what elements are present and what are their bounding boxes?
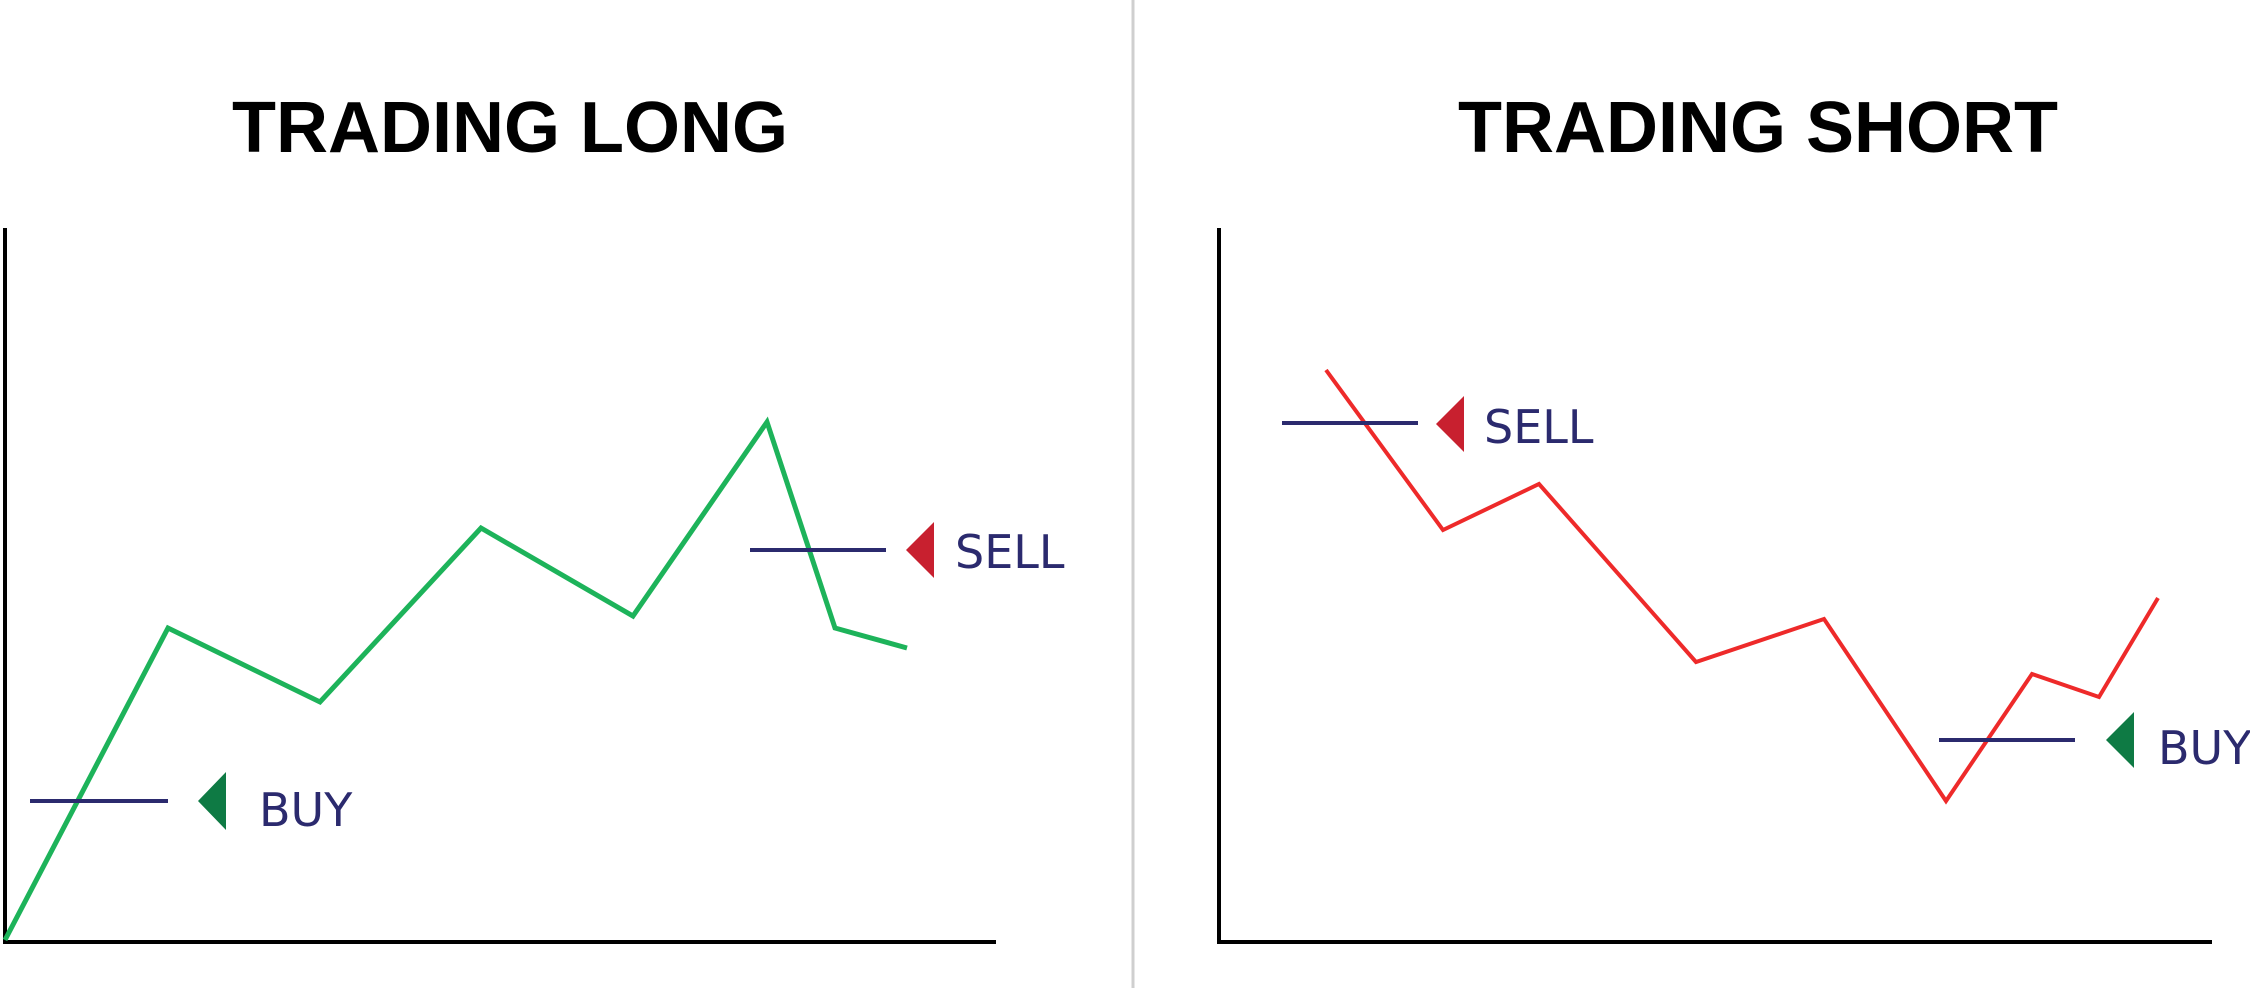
buy-triangle-icon	[198, 772, 226, 830]
sell-label: SELL	[1484, 400, 1594, 454]
panel-trading-short: TRADING SHORT SELL BUY	[1217, 88, 2250, 944]
price-line-long	[2, 416, 908, 942]
sell-label: SELL	[955, 525, 1065, 579]
buy-triangle-icon	[2106, 712, 2134, 768]
panel-trading-long: TRADING LONG BUY SELL	[2, 88, 1065, 944]
price-line-short	[1324, 368, 2160, 805]
panel-title-long: TRADING LONG	[232, 88, 788, 168]
sell-triangle-icon	[906, 522, 934, 578]
buy-label: BUY	[259, 783, 353, 837]
sell-triangle-icon	[1436, 396, 1464, 452]
panel-title-short: TRADING SHORT	[1458, 88, 2058, 168]
buy-label: BUY	[2158, 721, 2250, 775]
